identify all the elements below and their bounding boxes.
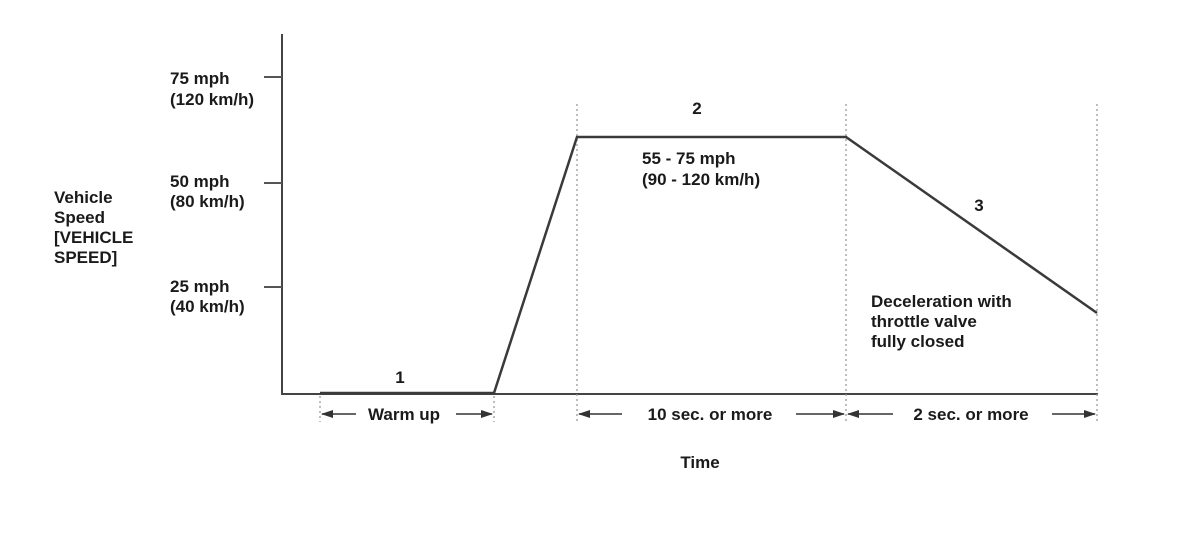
y-tick-label-25-mph: 25 mph: [170, 277, 230, 296]
y-axis-title-line-2: Speed: [54, 208, 105, 227]
phase-2-speed-mph: 55 - 75 mph: [642, 149, 736, 168]
phase-3-number: 3: [974, 196, 983, 215]
phase-2-duration-label: 10 sec. or more: [648, 405, 773, 424]
x-axis-title: Time: [680, 453, 719, 472]
y-tick-label-50-mph: 50 mph: [170, 172, 230, 191]
phase-1-number: 1: [395, 368, 404, 387]
phase-2-number: 2: [692, 99, 701, 118]
phase-3-note-line-3: fully closed: [871, 332, 965, 351]
y-tick-label-75-kmh: (120 km/h): [170, 90, 254, 109]
y-axis-title-line-1: Vehicle: [54, 188, 113, 207]
phase-3-note-line-1: Deceleration with: [871, 292, 1012, 311]
speed-profile-line: [320, 135, 1098, 395]
y-axis-title-line-3: [VEHICLE: [54, 228, 133, 247]
y-tick-label-75-mph: 75 mph: [170, 69, 230, 88]
y-axis-title-line-4: SPEED]: [54, 248, 117, 267]
y-tick-label-25-kmh: (40 km/h): [170, 297, 245, 316]
phase-2-speed-kmh: (90 - 120 km/h): [642, 170, 760, 189]
phase-3-note-line-2: throttle valve: [871, 312, 977, 331]
warmup-duration-label: Warm up: [368, 405, 440, 424]
y-tick-label-50-kmh: (80 km/h): [170, 192, 245, 211]
phase-3-duration-label: 2 sec. or more: [913, 405, 1028, 424]
